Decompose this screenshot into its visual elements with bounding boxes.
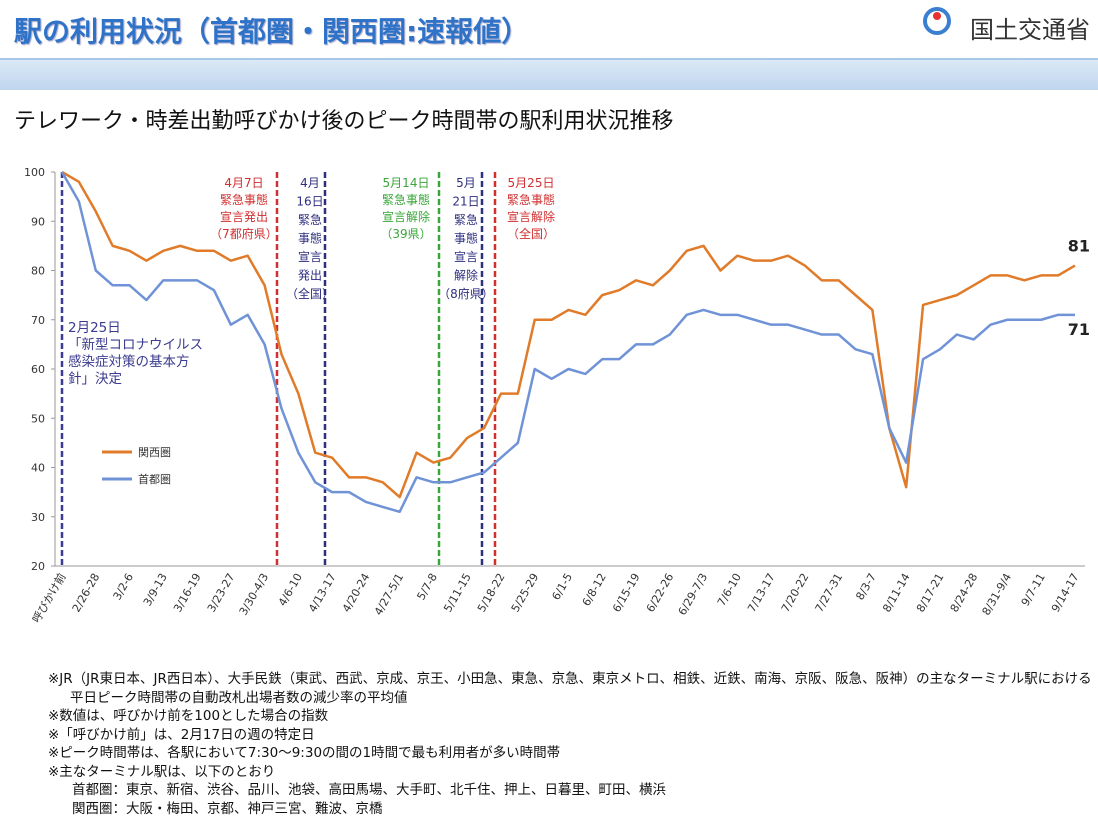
note-line: ※主なターミナル駅は、以下のとおり [48,763,276,780]
x-tick-label: 6/8-12 [580,571,609,608]
legend-label: 関西圏 [138,446,171,459]
legend-label: 首都圏 [138,472,171,486]
page-title: 駅の利用状況（首都圏・関西圏:速報値） [14,15,530,48]
note-line: ※「呼びかけ前」は、2月17日の週の特定日 [48,726,315,743]
annotation-text: 「新型コロナウイルス [68,337,203,353]
chart-title: テレワーク・時差出勤呼びかけ後のピーク時間帯の駅利用状況推移 [14,109,674,134]
annotation-text: （8府県） [438,286,494,301]
series-line [60,171,1075,514]
x-tick-label: 8/31-9/4 [980,571,1014,618]
annotation-text: 5月 [456,176,476,190]
y-tick-label: 50 [31,412,45,425]
annotation-text: 発出 [298,269,322,283]
annotation-text: 5月14日 [383,176,430,190]
chart: 20 30 40 50 60 70 80 90 100 呼びかけ前 2/26-28 3/2-6 3/9-… [24,166,1090,626]
annotation-text: 緊急 [454,212,478,227]
series-line [61,170,1076,499]
x-tick-label: 5/11-15 [441,571,474,614]
x-tick-label: 3/2-6 [111,571,137,602]
x-tick-label: 8/24-28 [948,571,981,614]
y-tick-label: 90 [31,215,45,228]
x-tick-label: 7/13-17 [745,571,778,614]
annotation-text: 4月 [300,176,320,190]
org-name: 国土交通省 [970,16,1090,44]
y-tick-label: 100 [24,166,45,179]
note-line: 首都圏：東京、新宿、渋谷、品川、池袋、高田馬場、大手町、北千住、押上、日暮里、町… [72,782,666,798]
y-tick-label: 20 [31,560,45,573]
x-tick-label: 8/3-7 [853,571,879,602]
annotation-text: 緊急事態 [220,192,268,207]
note-line: ※ピーク時間帯は、各駅において7:30～9:30の間の1時間で最も利用者が多い時… [48,745,561,761]
annotation-text: 解除 [454,268,478,283]
x-tick-label: 6/22-26 [644,571,677,614]
annotation-text: 16日 [296,195,323,209]
x-tick-label: 3/9-13 [141,571,170,608]
x-tick-label: 6/29-7/3 [676,571,710,618]
annotation-text: 宣言 [454,249,478,264]
note-line: ※数値は、呼びかけ前を100とした場合の指数 [48,708,329,724]
x-tick-label: 6/15-19 [610,571,643,614]
y-tick-label: 30 [31,511,45,524]
x-tick-label: 5/18-22 [475,571,508,614]
header-band [0,58,1098,90]
annotation-text: （全国） [286,286,334,301]
annotation-text: （全国） [507,226,555,241]
annotation-text: 宣言解除 [382,209,430,224]
x-tick-label: 9/14-17 [1049,571,1082,614]
annotation-text: 5月25日 [508,176,555,190]
annotation-text: （7都府県） [210,226,278,241]
x-tick-label: 4/6-10 [276,571,305,608]
value-label: 71 [1068,320,1090,339]
x-tick-label: 3/16-19 [171,571,204,614]
annotation-text: 宣言発出 [220,209,268,224]
annotation-text: 21日 [452,195,479,209]
x-tick-label: 5/25-29 [509,571,542,614]
annotation-text: （39県） [380,227,431,241]
y-tick-label: 40 [31,462,45,475]
annotation-text: 緊急事態 [507,192,555,207]
value-label: 81 [1068,237,1090,256]
y-tick-label: 60 [31,363,45,376]
annotation-text: 4月7日 [224,176,263,190]
annotation-text: 針」決定 [68,371,122,387]
x-tick-label: 4/27-5/1 [372,571,406,618]
annotation-text: 2月25日 [68,320,121,336]
x-tick-label: 3/30-4/3 [237,571,271,618]
x-tick-label: 8/17-21 [914,571,947,614]
x-tick-label: 7/6-10 [715,571,744,608]
x-tick-label: 2/26-28 [70,571,103,614]
logo [923,7,951,35]
note-line: 関西圏：大阪・梅田、京都、神戸三宮、難波、京橋 [72,800,383,817]
x-tick-label: 4/20-24 [340,571,373,614]
notes: ※JR（JR東日本、JR西日本）、大手民鉄（東武、西武、京成、京王、小田急、東急… [48,670,1092,818]
note-line: ※JR（JR東日本、JR西日本）、大手民鉄（東武、西武、京成、京王、小田急、東急… [48,671,1092,687]
x-tick-label: 3/23-27 [205,571,238,614]
x-tick-label: 呼びかけ前 [29,571,69,626]
y-tick-label: 80 [31,265,45,278]
annotation-text: 事態 [298,231,322,246]
x-tick-label: 9/7-11 [1019,571,1048,608]
annotation-text: 事態 [454,231,478,246]
annotation-text: 宣言解除 [507,209,555,224]
note-line: 平日ピーク時間帯の自動改札出場者数の減少率の平均値 [70,689,408,706]
y-tick-label: 70 [31,314,45,327]
x-tick-label: 6/1-5 [550,571,576,602]
x-tick-label: 5/7-8 [414,571,440,602]
x-tick-label: 4/13-17 [306,571,339,614]
annotation-text: 感染症対策の基本方 [68,353,190,370]
x-tick-label: 7/20-22 [779,571,812,614]
x-tick-label: 8/11-14 [880,571,913,614]
annotation-text: 緊急事態 [382,192,430,207]
annotation-text: 緊急 [298,212,322,227]
x-tick-label: 7/27-31 [813,571,846,614]
annotation-text: 宣言 [298,249,322,264]
